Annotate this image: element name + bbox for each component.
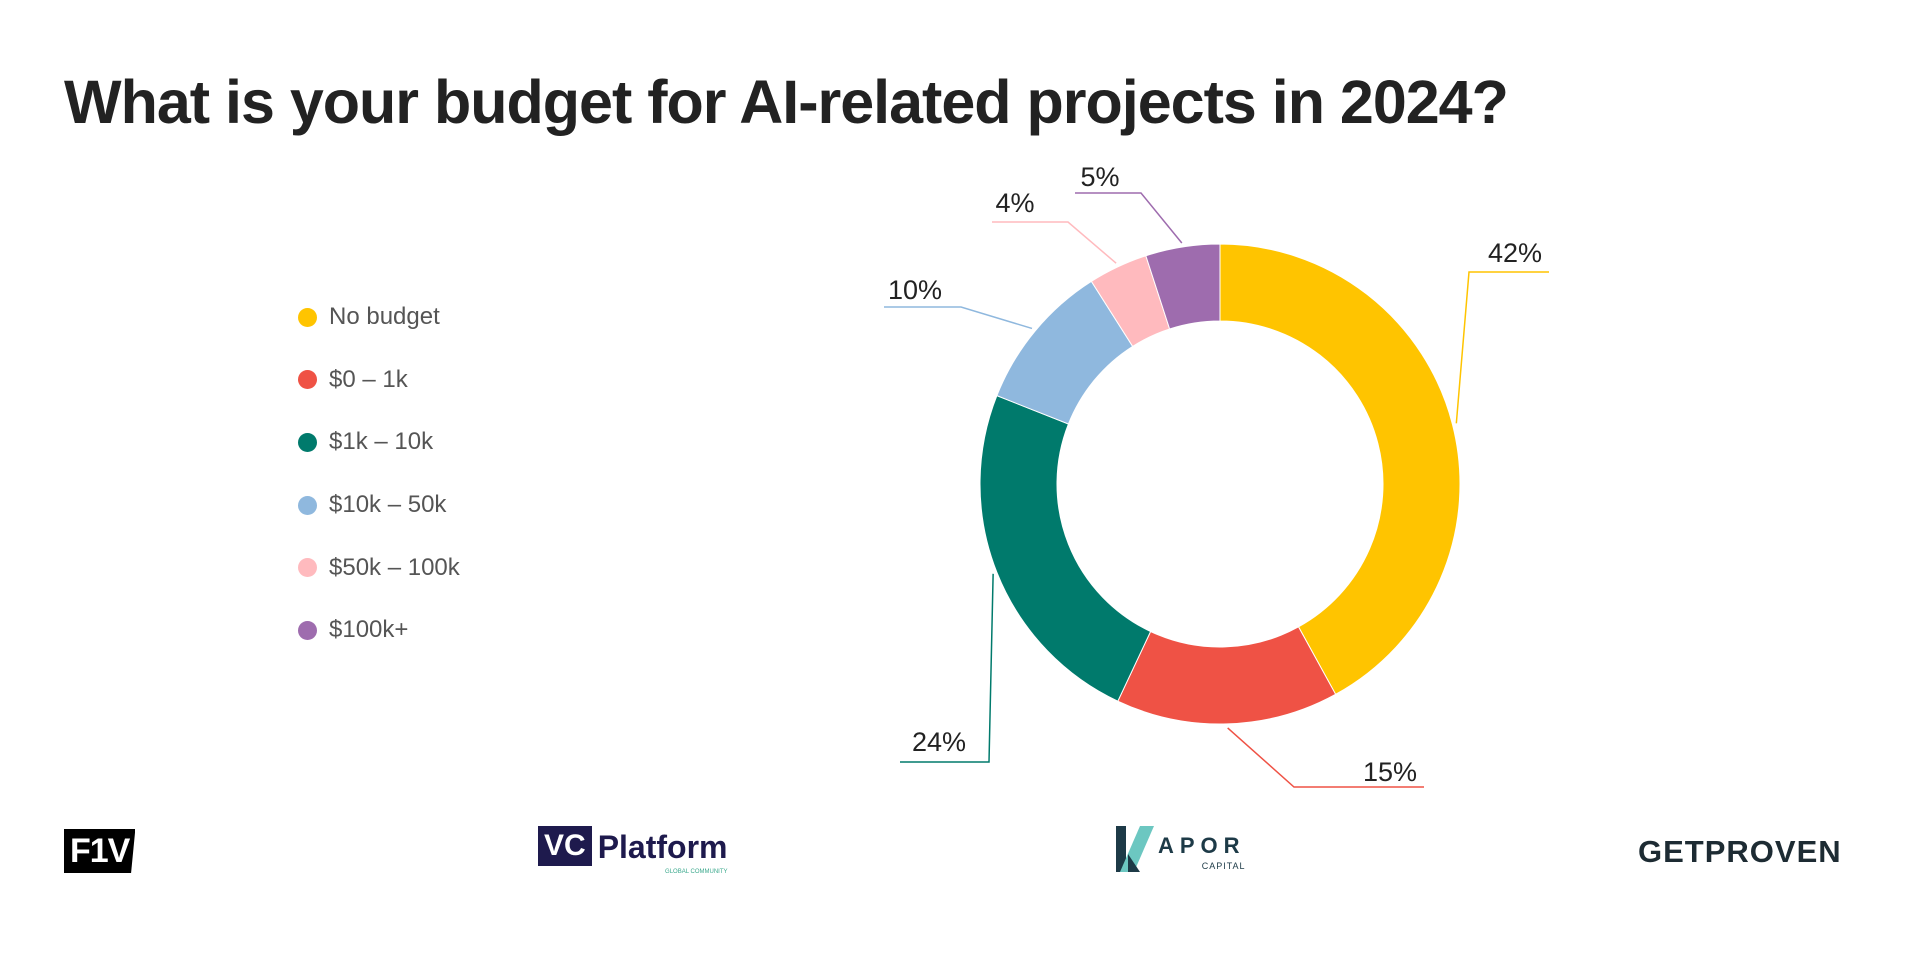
kapor-name: APOR bbox=[1158, 833, 1246, 858]
legend-item: $1k – 10k bbox=[298, 411, 460, 474]
legend-swatch bbox=[298, 558, 317, 578]
legend-swatch bbox=[298, 432, 317, 452]
legend-swatch bbox=[298, 620, 317, 640]
data-label: 5% bbox=[1080, 162, 1119, 192]
kapor-logo: APOR CAPITAL bbox=[1116, 826, 1246, 872]
legend-swatch bbox=[298, 370, 317, 390]
legend-item: $100k+ bbox=[298, 599, 460, 662]
legend-item: $50k – 100k bbox=[298, 536, 460, 599]
legend-item: $0 – 1k bbox=[298, 349, 460, 412]
f1v-logo: F1V bbox=[64, 829, 136, 873]
data-label: 15% bbox=[1363, 757, 1417, 787]
legend: No budget $0 – 1k $1k – 10k $10k – 50k $50k … bbox=[298, 286, 460, 662]
donut-slice bbox=[1117, 626, 1337, 725]
vc-platform-mark: VC bbox=[538, 826, 592, 866]
legend-label: $100k+ bbox=[329, 616, 409, 644]
legend-item: $10k – 50k bbox=[298, 474, 460, 537]
donut-slice bbox=[1219, 243, 1461, 695]
legend-label: $50k – 100k bbox=[329, 553, 460, 581]
donut-slice bbox=[979, 395, 1152, 702]
vc-platform-row: VC Platform bbox=[538, 826, 727, 866]
data-label: 24% bbox=[912, 727, 966, 757]
legend-item: No budget bbox=[298, 286, 460, 349]
legend-label: $10k – 50k bbox=[329, 491, 447, 519]
leader-line bbox=[1455, 271, 1549, 424]
kapor-wordmark: APOR CAPITAL bbox=[1158, 833, 1246, 872]
legend-label: $0 – 1k bbox=[329, 365, 408, 393]
leader-line bbox=[900, 573, 994, 763]
leader-line bbox=[992, 221, 1117, 264]
getproven-logo: GETPROVEN bbox=[1638, 834, 1842, 869]
donut-slice bbox=[1145, 243, 1221, 330]
data-label: 10% bbox=[888, 275, 942, 305]
kapor-sub: CAPITAL bbox=[1201, 861, 1246, 871]
data-label: 42% bbox=[1488, 238, 1542, 268]
legend-swatch bbox=[298, 307, 317, 327]
legend-label: No budget bbox=[329, 303, 440, 331]
vc-platform-name: Platform bbox=[597, 829, 728, 865]
legend-label: $1k – 10k bbox=[329, 428, 434, 456]
legend-swatch bbox=[298, 495, 317, 515]
leader-line bbox=[884, 306, 1033, 330]
data-label: 4% bbox=[995, 188, 1034, 218]
chart-title: What is your budget for AI-related proje… bbox=[64, 68, 1509, 136]
kapor-k-icon bbox=[1116, 826, 1154, 872]
vc-platform-sub: GLOBAL COMMUNITY bbox=[665, 869, 728, 875]
leader-line bbox=[1227, 727, 1424, 788]
vc-platform-logo: VC Platform GLOBAL COMMUNITY bbox=[538, 826, 727, 876]
leader-line bbox=[1075, 192, 1183, 244]
